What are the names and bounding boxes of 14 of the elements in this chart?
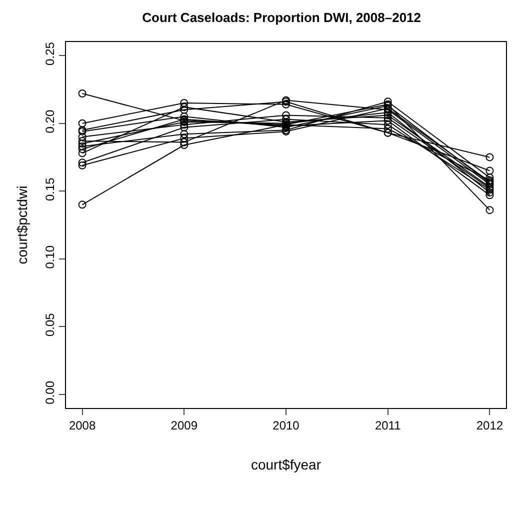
chart-title: Court Caseloads: Proportion DWI, 2008–2012 xyxy=(142,10,422,25)
y-tick-label: 0.10 xyxy=(43,245,58,269)
y-tick-label: 0.20 xyxy=(43,110,58,134)
y-tick-label: 0.05 xyxy=(43,312,58,337)
y-tick-label: 0.15 xyxy=(43,177,58,201)
x-tick-label: 2010 xyxy=(272,418,300,432)
x-axis-title: court$fyear xyxy=(250,456,322,473)
y-axis-title: court$pctdwi xyxy=(14,186,30,264)
y-tick-label: 0.00 xyxy=(43,380,58,404)
y-tick-label: 0.25 xyxy=(43,42,58,66)
x-tick-label: 2009 xyxy=(170,418,198,432)
x-tick-label: 2011 xyxy=(374,418,402,432)
x-tick-label: 2012 xyxy=(476,418,504,432)
x-tick-label: 2008 xyxy=(68,418,96,432)
